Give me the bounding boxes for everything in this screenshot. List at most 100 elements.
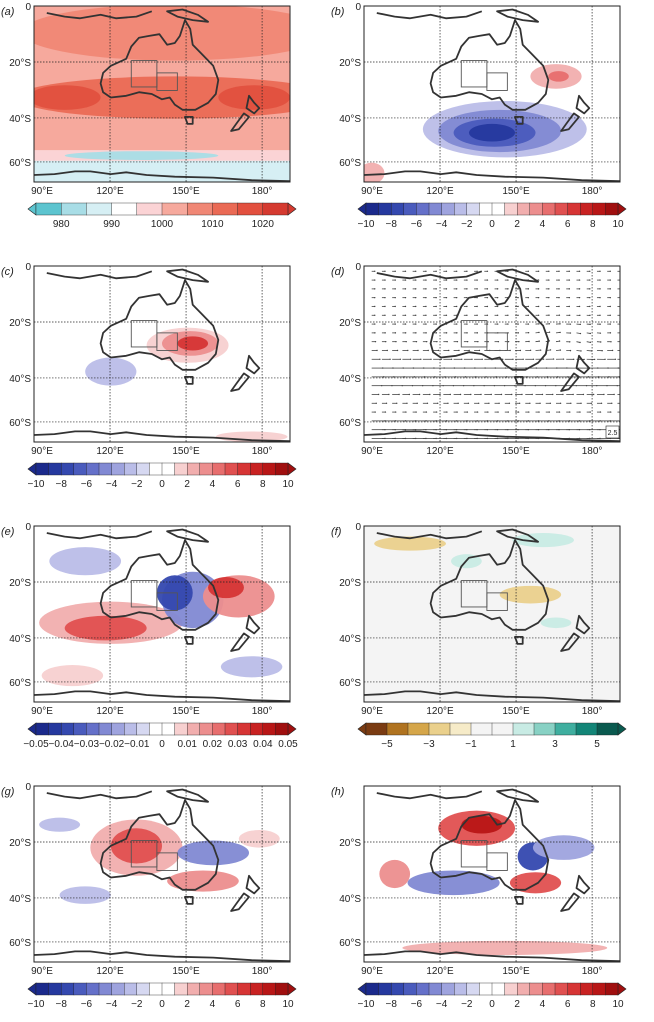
colorbar-swatch bbox=[567, 982, 581, 996]
lon-tick-label: 90°E bbox=[361, 966, 383, 977]
wind-arrow-head bbox=[592, 393, 595, 396]
colorbar-swatch bbox=[149, 722, 163, 736]
wind-arrow-head bbox=[518, 402, 521, 404]
wind-arrow-head bbox=[502, 358, 504, 360]
wind-arrow-head bbox=[517, 296, 519, 299]
lon-tick-label: 180° bbox=[582, 706, 603, 717]
field-mslp bbox=[34, 6, 290, 182]
colorbar-swatch bbox=[48, 722, 62, 736]
colorbar-swatch bbox=[35, 982, 50, 996]
wind-arrow-head bbox=[589, 332, 592, 335]
tasmania-coastline bbox=[514, 116, 524, 125]
colorbar-min-arrow bbox=[27, 722, 37, 736]
colorbar-swatch bbox=[98, 462, 113, 476]
colorbar-swatch bbox=[161, 722, 176, 736]
colorbar-swatch bbox=[454, 982, 468, 996]
wind-arrow-head bbox=[398, 393, 400, 396]
australia-coastline bbox=[99, 279, 220, 371]
tasmania-coastline bbox=[514, 375, 524, 385]
wind-arrow-head bbox=[578, 305, 581, 308]
colorbar-swatch bbox=[48, 982, 62, 996]
colorbar-tick-label: −1 bbox=[465, 739, 477, 750]
wind-arrow-head bbox=[435, 288, 437, 290]
colorbar: −0.05 −0.04 −0.03 −0.02 −0.01 0 0.01 0.02 0.03 0.… bbox=[23, 722, 298, 750]
colorbar-max-arrow bbox=[287, 722, 297, 736]
colorbar-swatch bbox=[174, 722, 188, 736]
new-zealand-south-coastline bbox=[230, 892, 250, 912]
colorbar-tick-label: −4 bbox=[106, 999, 118, 1010]
wind-arrow-head bbox=[548, 288, 550, 290]
wind-arrow-head bbox=[569, 411, 571, 413]
wind-arrow-head bbox=[394, 314, 396, 316]
colorbar-swatch bbox=[512, 722, 535, 736]
wind-arrow-head bbox=[467, 402, 470, 404]
colorbar-swatch bbox=[592, 982, 606, 996]
colorbar-swatch bbox=[428, 202, 443, 216]
colorbar-swatch bbox=[237, 722, 251, 736]
wind-arrow-head bbox=[579, 332, 582, 335]
lon-tick-label: 180° bbox=[252, 706, 273, 717]
colorbar-swatch bbox=[161, 462, 176, 476]
wind-arrow-head bbox=[466, 296, 468, 299]
wind-arrow-head bbox=[497, 340, 500, 343]
colorbar-swatch bbox=[428, 722, 451, 736]
colorbar-swatch bbox=[504, 202, 518, 216]
wind-arrow-head bbox=[427, 349, 429, 352]
wind-arrow-head bbox=[600, 402, 603, 404]
new-zealand-north-coastline bbox=[245, 614, 261, 635]
colorbar-swatch bbox=[605, 202, 619, 216]
colorbar-swatch bbox=[237, 462, 251, 476]
colorbar-swatch bbox=[262, 462, 276, 476]
field-blob bbox=[177, 336, 209, 351]
colorbar-tick-label: 1010 bbox=[201, 219, 224, 230]
lat-tick-label: 20°S bbox=[339, 838, 361, 849]
field-blob bbox=[540, 617, 572, 629]
panel-label: (f) bbox=[331, 526, 342, 538]
colorbar-swatch bbox=[275, 722, 289, 736]
wind-arrow-head bbox=[537, 279, 540, 281]
vector-scale-box bbox=[605, 425, 620, 439]
colorbar-swatch bbox=[378, 202, 392, 216]
colorbar-swatch bbox=[466, 202, 480, 216]
wind-arrow-head bbox=[377, 393, 380, 396]
wind-arrow-head bbox=[507, 305, 509, 308]
lat-tick-label: 40°S bbox=[339, 894, 361, 905]
wind-arrow-head bbox=[548, 411, 550, 413]
lon-tick-label: 120°E bbox=[96, 186, 124, 197]
panel-label: (g) bbox=[1, 786, 15, 798]
new-zealand-south-coastline bbox=[230, 112, 250, 132]
colorbar-swatch bbox=[174, 982, 188, 996]
wind-arrow-head bbox=[548, 323, 551, 325]
wind-arrow-head bbox=[374, 305, 376, 308]
colorbar-max-arrow bbox=[287, 982, 297, 996]
wind-arrow-head bbox=[425, 314, 427, 316]
wind-arrow-head bbox=[457, 402, 459, 404]
colorbar-swatch bbox=[554, 722, 577, 736]
field-blob bbox=[220, 656, 283, 678]
colorbar-tick-label: 2 bbox=[514, 999, 520, 1010]
colorbar-swatch bbox=[199, 982, 213, 996]
colorbar-tick-label: 0.04 bbox=[253, 739, 273, 750]
colorbar-tick-label: −4 bbox=[106, 479, 118, 490]
colorbar-tick-label: −2 bbox=[131, 999, 143, 1010]
wind-arrow-head bbox=[496, 305, 499, 308]
wind-arrow-head bbox=[517, 288, 519, 290]
wind-arrow-head bbox=[531, 393, 533, 396]
wind-arrow-head bbox=[527, 296, 530, 299]
australia-coastline bbox=[429, 279, 550, 371]
colorbar-swatch bbox=[224, 462, 239, 476]
new-guinea-coastline bbox=[496, 268, 539, 283]
field-blob bbox=[167, 870, 239, 892]
colorbar: −5 −3 −1 1 3 5 bbox=[357, 722, 627, 750]
colorbar-tick-label: 10 bbox=[612, 999, 624, 1010]
colorbar-tick-label: 4 bbox=[540, 999, 546, 1010]
colorbar-swatch bbox=[249, 722, 264, 736]
wind-arrow-head bbox=[476, 305, 478, 308]
wind-arrow-head bbox=[559, 349, 562, 351]
wind-arrow-head bbox=[466, 270, 468, 272]
wind-arrow-head bbox=[611, 402, 613, 404]
wind-arrow-head bbox=[396, 402, 398, 404]
colorbar-tick-label: −3 bbox=[423, 739, 435, 750]
lat-tick-label: 0 bbox=[25, 2, 31, 13]
panel-label: (d) bbox=[331, 266, 345, 278]
